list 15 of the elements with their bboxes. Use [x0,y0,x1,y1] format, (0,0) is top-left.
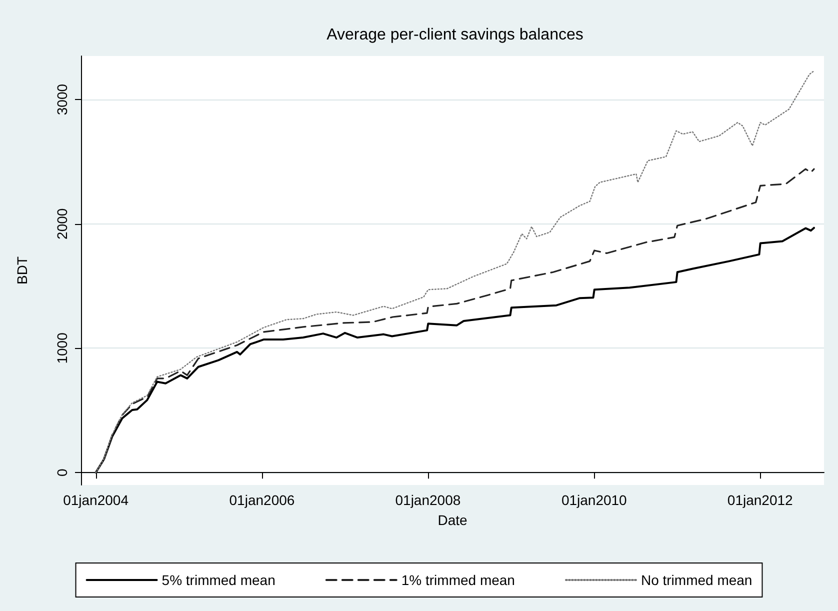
chart-title: Average per-client savings balances [326,26,584,44]
y-tick-label: 1000 [54,332,70,364]
y-axis-title: BDT [14,256,30,284]
x-tick-label: 01jan2006 [229,492,295,508]
y-tick-label: 3000 [54,84,70,116]
x-tick-label: 01jan2004 [63,492,129,508]
x-tick-label: 01jan2010 [561,492,628,508]
x-tick-label: 01jan2012 [727,492,794,508]
x-tick-label: 01jan2008 [395,492,461,508]
y-tick-label: 0 [54,468,70,476]
legend-label: No trimmed mean [640,572,752,588]
legend-label: 1% trimmed mean [401,572,515,588]
y-tick-label: 2000 [54,208,70,240]
x-axis-title: Date [438,512,468,528]
legend-label: 5% trimmed mean [162,572,276,588]
